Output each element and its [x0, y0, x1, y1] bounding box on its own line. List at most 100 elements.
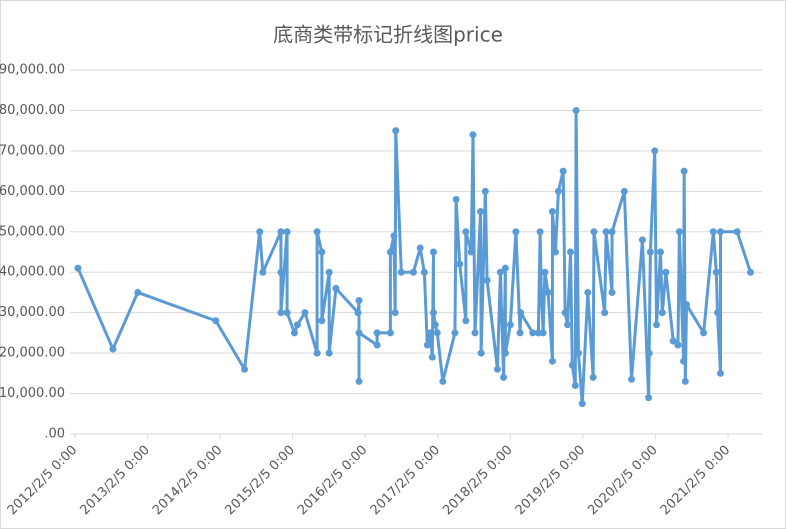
point-marker [426, 329, 434, 337]
y-tick-label: .00 [44, 427, 65, 442]
point-marker [433, 329, 441, 337]
point-marker [293, 321, 301, 329]
point-marker [277, 228, 285, 236]
point-marker [496, 268, 504, 276]
point-marker [506, 321, 514, 329]
point-marker [355, 297, 363, 305]
point-marker [589, 373, 597, 381]
point-marker [516, 329, 524, 337]
point-marker [467, 248, 475, 256]
point-marker [675, 228, 683, 236]
point-marker [584, 288, 592, 296]
point-marker [313, 228, 321, 236]
point-marker [680, 357, 688, 365]
point-marker [700, 329, 708, 337]
point-marker [355, 329, 363, 337]
point-marker [428, 353, 436, 361]
y-tick-label: 80,000.00 [0, 103, 65, 118]
point-marker [653, 321, 661, 329]
point-marker [355, 377, 363, 385]
point-marker [645, 349, 653, 357]
point-marker [638, 236, 646, 244]
point-marker [608, 288, 616, 296]
point-marker [134, 288, 142, 296]
chart-title: 底商类带标记折线图price [273, 23, 503, 47]
y-tick-label: 20,000.00 [0, 346, 65, 361]
point-marker [512, 228, 520, 236]
point-marker [544, 288, 552, 296]
point-marker [392, 127, 400, 135]
y-tick-label: 10,000.00 [0, 386, 65, 401]
point-marker [325, 268, 333, 276]
point-marker [283, 309, 291, 317]
point-marker [620, 187, 628, 195]
point-marker [541, 268, 549, 276]
point-marker [669, 337, 677, 345]
point-marker [714, 309, 722, 317]
point-marker [477, 208, 485, 216]
point-marker [431, 321, 439, 329]
point-marker [709, 228, 717, 236]
point-marker [452, 195, 460, 203]
point-marker [469, 131, 477, 139]
point-marker [456, 260, 464, 268]
point-marker [551, 248, 559, 256]
point-marker [109, 345, 117, 353]
point-marker [429, 309, 437, 317]
point-marker [529, 329, 537, 337]
y-tick-label: 70,000.00 [0, 143, 65, 158]
point-marker [646, 248, 654, 256]
point-marker [259, 268, 267, 276]
point-marker [517, 309, 525, 317]
point-marker [301, 309, 309, 317]
point-marker [564, 321, 572, 329]
point-marker [451, 329, 459, 337]
point-marker [601, 309, 609, 317]
point-marker [212, 317, 220, 325]
point-marker [746, 268, 754, 276]
point-marker [416, 244, 424, 252]
point-marker [462, 317, 470, 325]
point-marker [674, 341, 682, 349]
point-marker [332, 284, 340, 292]
point-marker [590, 228, 598, 236]
point-marker [501, 349, 509, 357]
point-marker [386, 248, 394, 256]
point-marker [574, 349, 582, 357]
point-marker [716, 228, 724, 236]
point-marker [420, 268, 428, 276]
point-marker [680, 167, 688, 175]
point-marker [325, 349, 333, 357]
point-marker [733, 228, 741, 236]
point-marker [681, 377, 689, 385]
point-marker [572, 106, 580, 114]
point-marker [657, 248, 665, 256]
point-marker [548, 208, 556, 216]
point-marker [373, 341, 381, 349]
point-marker [568, 361, 576, 369]
point-marker [651, 147, 659, 155]
point-marker [559, 167, 567, 175]
point-marker [481, 187, 489, 195]
point-marker [662, 268, 670, 276]
point-marker [716, 369, 724, 377]
point-marker [318, 248, 326, 256]
point-marker [409, 268, 417, 276]
point-marker [241, 365, 249, 373]
point-marker [397, 268, 405, 276]
point-marker [277, 268, 285, 276]
point-marker [277, 309, 285, 317]
point-marker [318, 317, 326, 325]
point-marker [548, 357, 556, 365]
y-tick-label: 90,000.00 [0, 63, 65, 78]
point-marker [390, 232, 398, 240]
point-marker [554, 187, 562, 195]
point-marker [645, 394, 653, 402]
point-marker [567, 248, 575, 256]
point-marker [712, 268, 720, 276]
point-marker [462, 228, 470, 236]
y-tick-label: 50,000.00 [0, 224, 65, 239]
point-marker [429, 248, 437, 256]
